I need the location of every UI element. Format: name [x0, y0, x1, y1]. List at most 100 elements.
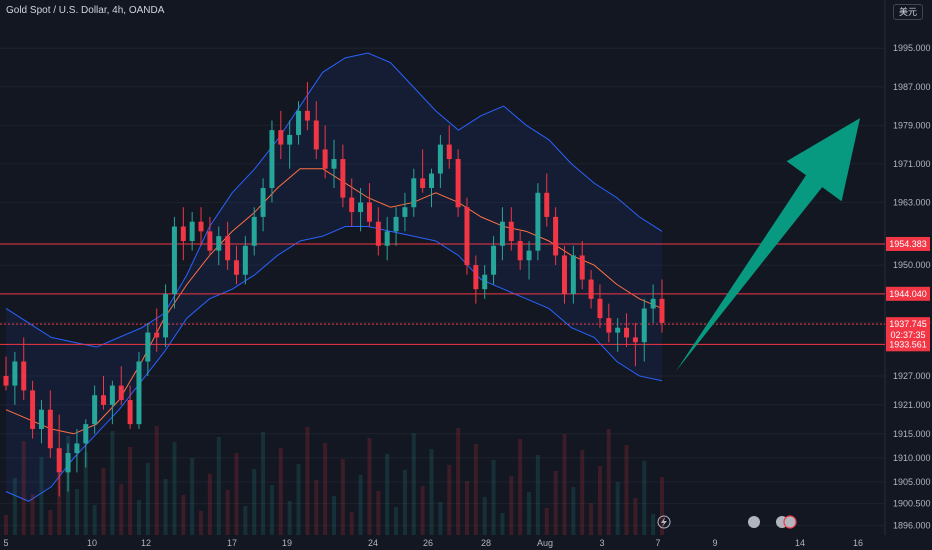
candle-body[interactable] — [251, 216, 257, 246]
candle-body[interactable] — [411, 178, 417, 208]
candle-body[interactable] — [180, 226, 186, 241]
candle-body[interactable] — [650, 298, 656, 309]
candle-body[interactable] — [260, 187, 266, 217]
candle-body[interactable] — [278, 130, 284, 145]
candle-body[interactable] — [659, 298, 665, 323]
candle-body[interactable] — [109, 385, 115, 405]
candle-body[interactable] — [561, 255, 567, 295]
candle-body[interactable] — [127, 400, 133, 425]
candle-body[interactable] — [384, 231, 390, 246]
candle-body[interactable] — [21, 361, 27, 391]
candle-body[interactable] — [579, 255, 585, 280]
candle-body[interactable] — [296, 110, 302, 135]
volume-bar — [48, 510, 53, 535]
volume-bar — [340, 459, 345, 535]
candle-body[interactable] — [118, 385, 124, 401]
candle-body[interactable] — [92, 395, 98, 425]
candle-body[interactable] — [473, 265, 479, 290]
candle-body[interactable] — [535, 192, 541, 251]
candle-body[interactable] — [145, 332, 151, 362]
volume-bar — [252, 469, 257, 535]
volume-bar — [464, 481, 469, 535]
candle-body[interactable] — [641, 308, 647, 343]
candle-body[interactable] — [216, 236, 222, 251]
candle-body[interactable] — [366, 202, 372, 222]
candle-body[interactable] — [588, 279, 594, 299]
candle-body[interactable] — [304, 110, 310, 121]
volume-bar — [394, 507, 399, 535]
candle-body[interactable] — [242, 245, 248, 275]
candle-body[interactable] — [163, 294, 169, 338]
candle-body[interactable] — [47, 409, 53, 449]
candle-body[interactable] — [544, 192, 550, 217]
candle-body[interactable] — [331, 159, 337, 169]
volume-bar — [500, 513, 505, 535]
candle-body[interactable] — [313, 120, 319, 150]
up-arrow-annotation[interactable] — [676, 118, 860, 372]
candle-body[interactable] — [12, 361, 18, 386]
volume-bar — [216, 437, 221, 535]
x-tick-label: 16 — [853, 538, 863, 548]
candle-body[interactable] — [402, 207, 408, 217]
candle-body[interactable] — [632, 337, 638, 343]
candle-body[interactable] — [624, 327, 630, 338]
candle-body[interactable] — [597, 298, 603, 319]
last-price-label: 1937.745 — [889, 319, 927, 329]
candle-body[interactable] — [429, 173, 435, 188]
event-icon[interactable] — [783, 515, 797, 529]
candle-body[interactable] — [154, 332, 160, 338]
candle-body[interactable] — [38, 409, 44, 429]
bollinger-lower-line — [5, 226, 663, 502]
level-badge — [886, 236, 930, 251]
volume-bar — [181, 495, 186, 535]
candle-body[interactable] — [287, 134, 293, 145]
candle-body[interactable] — [136, 361, 142, 425]
candle-body[interactable] — [606, 318, 612, 333]
candle-body[interactable] — [349, 197, 355, 213]
candle-body[interactable] — [446, 144, 452, 160]
candle-body[interactable] — [499, 221, 505, 246]
candle-body[interactable] — [233, 260, 239, 275]
candle-body[interactable] — [553, 216, 559, 256]
candle-body[interactable] — [74, 443, 80, 454]
candle-body[interactable] — [491, 245, 497, 275]
candle-body[interactable] — [269, 130, 275, 188]
volume-bar — [163, 479, 168, 535]
candle-body[interactable] — [570, 255, 576, 295]
candle-body[interactable] — [56, 448, 62, 473]
candle-body[interactable] — [322, 149, 328, 169]
candle-body[interactable] — [358, 202, 364, 213]
candle-body[interactable] — [189, 221, 195, 241]
volume-bar — [83, 452, 88, 535]
candle-body[interactable] — [198, 221, 204, 232]
candle-body[interactable] — [517, 240, 523, 261]
candle-body[interactable] — [225, 236, 231, 261]
volume-bar — [145, 463, 150, 535]
candle-body[interactable] — [65, 453, 71, 473]
event-icon[interactable] — [748, 516, 760, 528]
candle-body[interactable] — [83, 424, 89, 444]
candle-body[interactable] — [375, 221, 381, 246]
candle-body[interactable] — [3, 375, 9, 386]
candle-body[interactable] — [207, 231, 213, 251]
candle-body[interactable] — [340, 159, 346, 198]
x-tick-label: 9 — [712, 538, 717, 548]
lightning-icon[interactable] — [657, 515, 671, 529]
candle-body[interactable] — [30, 390, 36, 429]
candle-body[interactable] — [615, 327, 621, 333]
candle-body[interactable] — [393, 216, 399, 232]
candle-body[interactable] — [464, 207, 470, 266]
candle-body[interactable] — [420, 178, 426, 188]
candle-body[interactable] — [508, 221, 514, 241]
candle-body[interactable] — [526, 250, 532, 261]
currency-button[interactable]: 美元 — [893, 4, 923, 20]
x-tick-label: 12 — [141, 538, 151, 548]
candle-body[interactable] — [482, 274, 488, 290]
candle-body[interactable] — [437, 144, 443, 174]
y-tick-label: 1896.000 — [893, 520, 931, 530]
candle-body[interactable] — [171, 226, 177, 295]
candle-body[interactable] — [455, 159, 461, 208]
candle-body[interactable] — [101, 395, 107, 405]
